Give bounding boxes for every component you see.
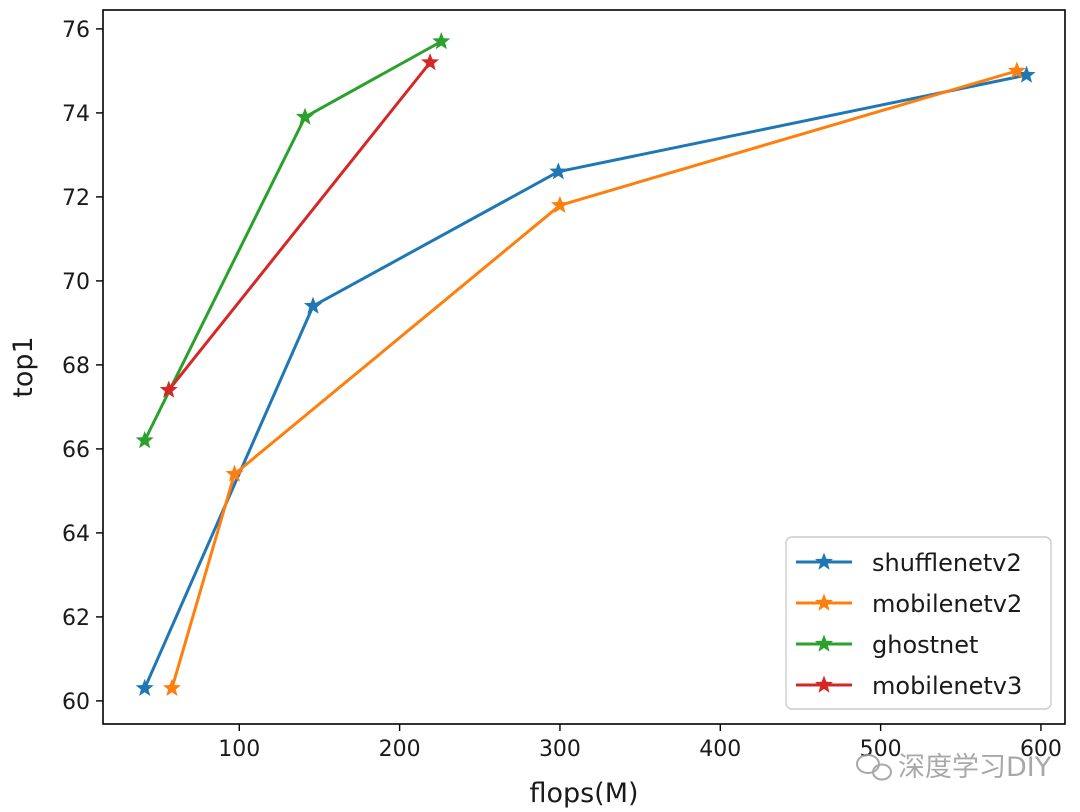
legend: shufflenetv2 mobilenetv2 ghostnet mobilenet… <box>785 536 1052 710</box>
plot-frame <box>102 9 1066 725</box>
plot-marks <box>135 32 1036 696</box>
legend-label: ghostnet <box>872 631 978 659</box>
legend-item: ghostnet <box>796 631 978 659</box>
y-tick-label: 66 <box>62 438 90 463</box>
series-line <box>143 40 443 442</box>
data-point <box>159 380 178 398</box>
data-point <box>135 678 154 696</box>
y-tick-label: 70 <box>62 270 90 295</box>
legend-item: mobilenetv3 <box>796 672 1022 700</box>
legend-label: shufflenetv2 <box>872 549 1022 577</box>
data-point <box>550 195 569 213</box>
y-tick-label: 74 <box>62 102 90 127</box>
legend-item: shufflenetv2 <box>796 549 1022 577</box>
data-point <box>1007 61 1026 79</box>
x-tick-label: 400 <box>699 737 741 762</box>
watermark: 深度学习DIY <box>856 752 1052 783</box>
y-axis: 60 62 64 66 68 70 72 74 76 <box>62 18 103 715</box>
x-axis-label: flops(M) <box>529 778 638 809</box>
data-point <box>135 431 154 449</box>
x-axis: 100 200 300 400 500 600 <box>218 724 1062 762</box>
y-tick-label: 64 <box>62 522 90 547</box>
y-tick-label: 68 <box>62 354 90 379</box>
data-point <box>432 32 451 50</box>
y-tick-label: 62 <box>62 606 90 631</box>
data-point <box>1017 65 1036 83</box>
legend-marker <box>814 675 834 693</box>
legend-marker <box>814 634 834 652</box>
x-tick-label: 600 <box>1020 737 1062 762</box>
data-point <box>304 296 323 314</box>
legend-item: mobilenetv2 <box>796 590 1022 618</box>
legend-marker <box>814 552 834 570</box>
legend-label: mobilenetv2 <box>872 590 1022 618</box>
data-point <box>421 53 440 71</box>
y-tick-label: 60 <box>62 690 90 715</box>
x-tick-label: 100 <box>218 737 260 762</box>
data-point <box>162 678 181 696</box>
series-line <box>167 61 432 392</box>
series-mobilenetv3 <box>159 53 440 398</box>
data-point <box>295 107 315 125</box>
data-point <box>549 162 568 180</box>
legend-marker <box>814 593 834 611</box>
watermark-text: 深度学习DIY <box>898 752 1052 783</box>
legend-frame <box>785 536 1052 710</box>
data-point <box>225 464 244 482</box>
legend-label: mobilenetv3 <box>872 672 1022 700</box>
series-mobilenetv2 <box>162 61 1026 696</box>
series-ghostnet <box>135 32 451 449</box>
series-line <box>170 69 1019 690</box>
y-tick-label: 72 <box>62 186 90 211</box>
y-tick-label: 76 <box>62 18 90 43</box>
x-tick-label: 500 <box>860 737 902 762</box>
x-tick-label: 300 <box>539 737 581 762</box>
x-tick-label: 200 <box>379 737 421 762</box>
y-axis-label: top1 <box>8 336 39 397</box>
wechat-icon <box>856 754 892 781</box>
